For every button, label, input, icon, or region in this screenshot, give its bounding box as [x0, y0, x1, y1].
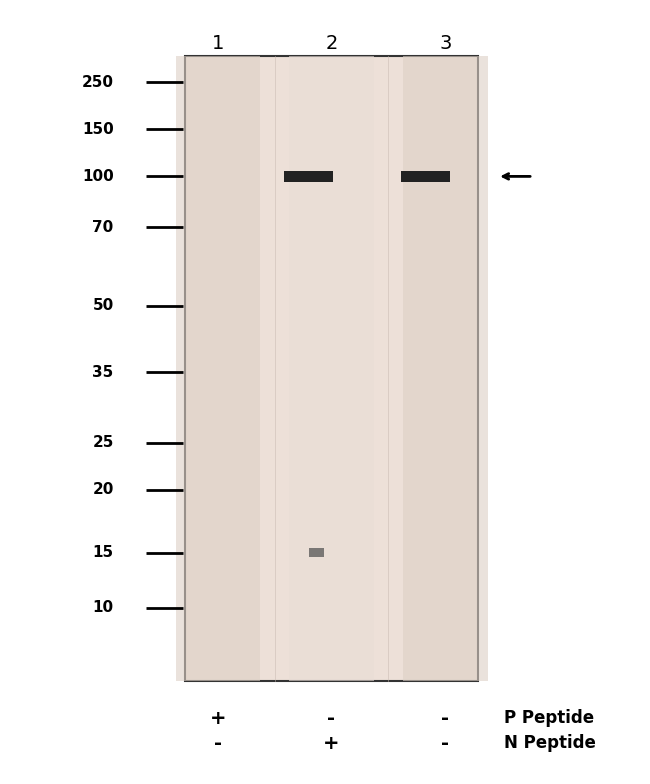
Text: 35: 35: [92, 365, 114, 380]
Text: N Peptide: N Peptide: [504, 735, 595, 752]
Text: P Peptide: P Peptide: [504, 710, 594, 727]
Text: 1: 1: [211, 34, 224, 53]
Text: 3: 3: [439, 34, 452, 53]
Text: +: +: [323, 734, 340, 753]
Text: 70: 70: [92, 220, 114, 235]
Text: -: -: [328, 709, 335, 728]
Text: 2: 2: [325, 34, 338, 53]
Text: 20: 20: [92, 482, 114, 498]
Text: 15: 15: [92, 545, 114, 561]
Bar: [176, 56, 260, 681]
Text: -: -: [441, 734, 449, 753]
Text: 100: 100: [82, 169, 114, 184]
Text: +: +: [209, 709, 226, 728]
Text: 25: 25: [92, 435, 114, 451]
Text: 250: 250: [82, 74, 114, 90]
Bar: [289, 56, 374, 681]
Text: -: -: [441, 709, 449, 728]
Text: 150: 150: [82, 122, 114, 137]
Bar: [309, 548, 324, 557]
Text: 10: 10: [92, 600, 114, 615]
Bar: [185, 56, 478, 681]
Text: -: -: [214, 734, 222, 753]
Text: 50: 50: [92, 298, 114, 314]
Bar: [402, 171, 450, 182]
Bar: [285, 171, 333, 182]
Bar: [403, 56, 488, 681]
